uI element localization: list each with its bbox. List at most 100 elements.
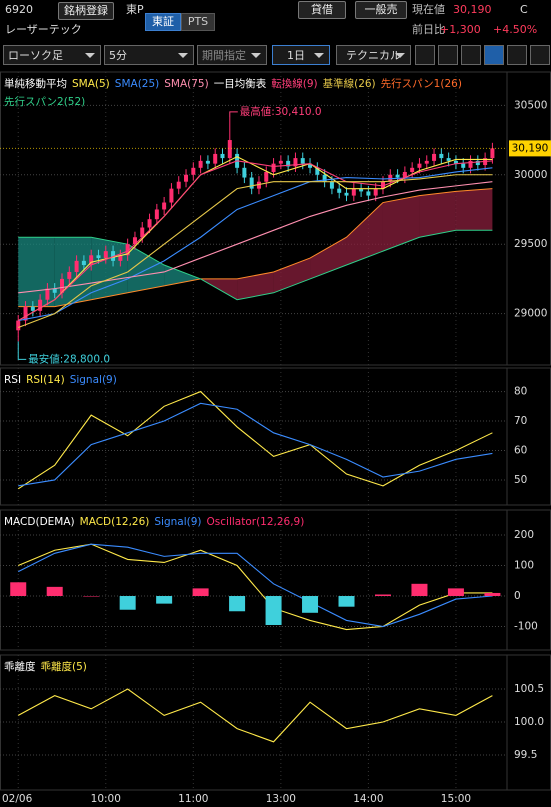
candle-body <box>132 237 137 245</box>
y-tick-label: 80 <box>514 386 527 398</box>
candle-body <box>140 227 145 238</box>
x-tick-label: 15:00 <box>441 793 471 805</box>
cloud-line <box>18 229 493 301</box>
market: 東P <box>126 3 144 16</box>
candle-body <box>410 167 415 172</box>
legend-label: 乖離度(5) <box>41 660 87 673</box>
candle-body <box>103 251 108 259</box>
x-tick-label: 02/06 <box>2 793 33 805</box>
legend-label: RSI <box>4 374 21 386</box>
period[interactable]: 期間指定 <box>197 45 267 65</box>
candle-body <box>432 153 437 161</box>
last-price-box <box>509 140 551 157</box>
oscillator-bar <box>302 596 319 613</box>
annotation-label: 最安値:28,800.0 <box>28 352 110 365</box>
oscillator-bar <box>447 588 464 597</box>
register-button[interactable]: 銘柄登録 <box>58 2 114 20</box>
legend-label: Signal(9) <box>70 374 117 386</box>
short-button[interactable]: 一般売 <box>355 1 407 19</box>
legend-label: MACD(DEMA) <box>4 516 75 528</box>
cloud-segment <box>346 202 383 266</box>
candle-body <box>89 255 94 266</box>
y-tick-label: 200 <box>514 529 534 541</box>
chart-icon[interactable] <box>484 45 504 65</box>
menu-icon[interactable] <box>530 45 550 65</box>
candle-body <box>315 167 320 175</box>
candle-body <box>23 306 28 321</box>
candle-body <box>147 219 152 228</box>
price-flag: C <box>520 3 528 16</box>
legend-label: SMA(75) <box>164 78 208 90</box>
y-tick-label: 70 <box>514 415 527 427</box>
stock-name: レーザーテック <box>5 23 82 36</box>
candle-body <box>424 160 429 164</box>
panel-border <box>0 509 551 651</box>
candle-body <box>242 167 247 178</box>
y-tick-label: 30500 <box>514 99 547 111</box>
candle-body <box>125 244 130 256</box>
series-line <box>18 167 493 322</box>
candle-body <box>67 271 72 279</box>
series-line <box>17 390 493 490</box>
annotation-leader <box>229 111 238 118</box>
oscillator-bar <box>156 596 173 604</box>
series-line <box>18 174 493 329</box>
candle-body <box>468 160 473 168</box>
interval[interactable]: 5分 <box>104 45 194 65</box>
y-tick-label: -100 <box>514 621 538 633</box>
candle-body <box>74 260 79 272</box>
candle-body <box>337 188 342 193</box>
x-tick-label: 13:00 <box>266 793 296 805</box>
candle-body <box>184 174 189 182</box>
series-line <box>17 156 493 322</box>
legend-label: 先行スパン2(52) <box>4 95 85 108</box>
y-tick-label: 100.5 <box>514 683 544 695</box>
compare-icon[interactable] <box>461 45 481 65</box>
candle-body <box>118 255 123 261</box>
candle-body <box>52 288 57 293</box>
series-line <box>18 181 493 294</box>
cloud-line <box>18 188 493 308</box>
candle-body <box>286 160 291 167</box>
change-pct: +4.50% <box>493 23 538 36</box>
candle-body <box>213 153 218 164</box>
candle-body <box>402 171 407 178</box>
cloud-segment <box>382 195 420 252</box>
candle-body <box>359 188 364 192</box>
zoom-icon[interactable] <box>438 45 458 65</box>
candle-body <box>293 158 298 167</box>
candle-body <box>198 160 203 168</box>
change: +1,300 <box>440 23 481 36</box>
chart-type[interactable]: ローソク足 <box>3 45 101 65</box>
legend-label: RSI(14) <box>26 374 65 386</box>
save-icon[interactable] <box>507 45 527 65</box>
candle-body <box>344 192 349 196</box>
code: 6920 <box>5 3 33 16</box>
price: 30,190 <box>453 3 492 16</box>
candle-body <box>300 158 305 164</box>
cloud-segment <box>237 271 274 300</box>
technical[interactable]: テクニカル <box>336 45 411 65</box>
cloud-segment <box>273 258 311 293</box>
oscillator-bar <box>119 596 136 610</box>
margin-button[interactable]: 貸借 <box>298 1 346 19</box>
exchange-tab[interactable]: 東証 <box>145 13 181 31</box>
draw-icon[interactable] <box>415 45 435 65</box>
candle-body <box>366 191 371 196</box>
oscillator-bar <box>484 592 501 597</box>
range[interactable]: 1日 <box>272 45 330 65</box>
legend-label: Oscillator(12,26,9) <box>207 516 305 528</box>
candle-body <box>380 181 385 189</box>
y-tick-label: 0 <box>514 590 521 602</box>
candle-body <box>154 209 159 220</box>
cloud-segment <box>91 237 128 300</box>
legend-label: MACD(12,26) <box>80 516 150 528</box>
candle-body <box>176 181 181 189</box>
legend-label: SMA(25) <box>115 78 159 90</box>
candle-body <box>60 278 65 293</box>
candle-body <box>191 167 196 175</box>
exchange-tab[interactable]: PTS <box>181 13 215 31</box>
candle-body <box>490 148 495 159</box>
